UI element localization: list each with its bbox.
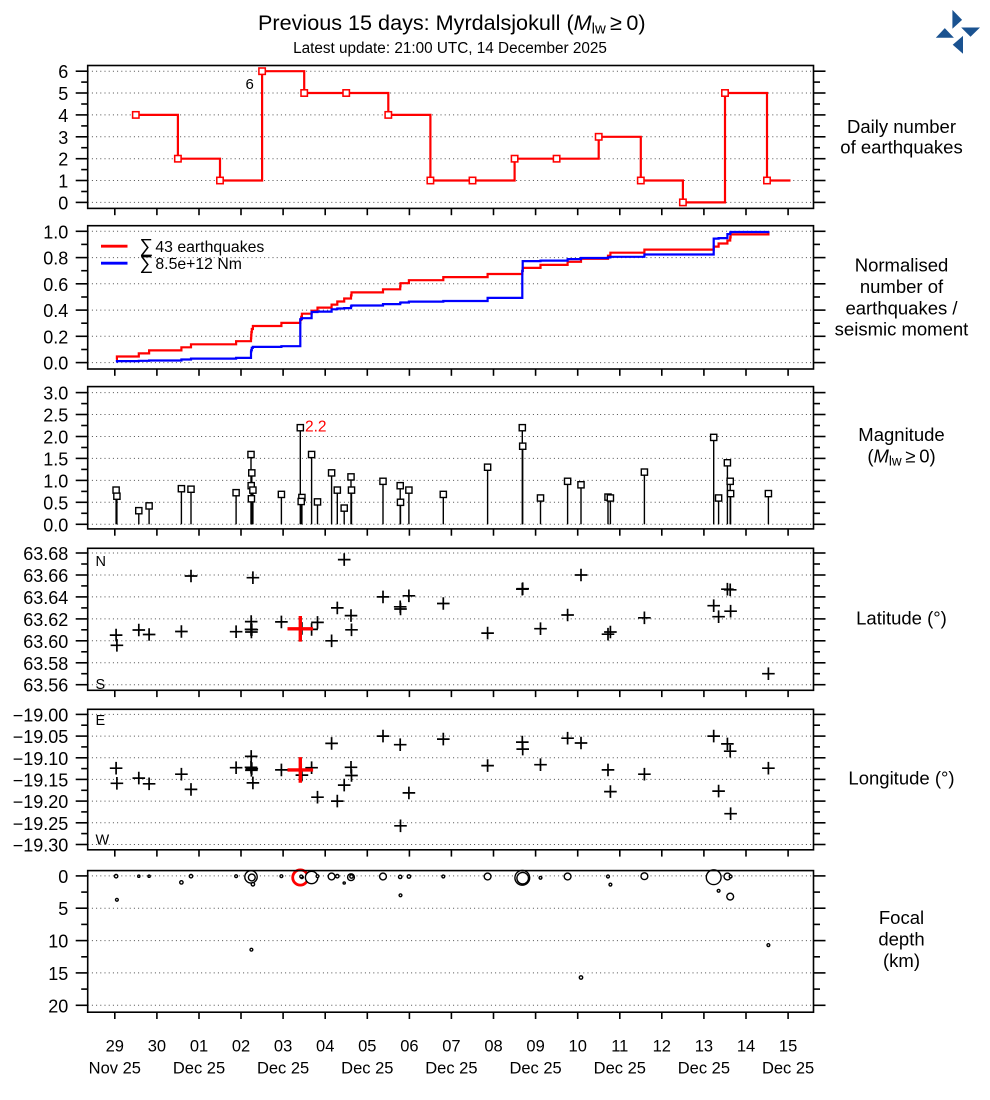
svg-text:−19.25: −19.25 [13,814,69,834]
svg-text:number of: number of [860,276,944,297]
svg-text:0.0: 0.0 [43,354,68,374]
svg-text:Dec 25: Dec 25 [678,1059,730,1077]
svg-text:13: 13 [695,1037,713,1055]
svg-text:(Mlw ≥ 0): (Mlw ≥ 0) [867,446,935,469]
svg-text:43 earthquakes: 43 earthquakes [155,239,264,256]
svg-text:Dec 25: Dec 25 [762,1059,814,1077]
svg-text:−19.20: −19.20 [13,792,69,812]
svg-text:5: 5 [58,899,68,919]
svg-text:−19.10: −19.10 [13,749,69,769]
svg-text:2: 2 [58,150,68,170]
svg-text:Dec 25: Dec 25 [173,1059,225,1077]
svg-text:(km): (km) [883,950,920,971]
svg-text:−19.05: −19.05 [13,727,69,747]
svg-text:Dec 25: Dec 25 [341,1059,393,1077]
svg-text:1.0: 1.0 [43,222,68,242]
svg-text:Dec 25: Dec 25 [594,1059,646,1077]
svg-text:63.64: 63.64 [23,588,68,608]
svg-text:03: 03 [274,1037,292,1055]
svg-text:15: 15 [779,1037,797,1055]
svg-text:2.5: 2.5 [43,406,68,426]
svg-text:seismic moment: seismic moment [835,319,969,340]
svg-text:2.2: 2.2 [305,419,327,436]
svg-text:Longitude (°): Longitude (°) [848,768,954,789]
svg-text:63.68: 63.68 [23,544,68,564]
svg-text:4: 4 [58,106,68,126]
svg-text:07: 07 [442,1037,460,1055]
svg-text:06: 06 [400,1037,418,1055]
svg-text:15: 15 [48,964,68,984]
svg-text:10: 10 [569,1037,587,1055]
svg-text:Latitude (°): Latitude (°) [856,608,947,629]
svg-text:01: 01 [190,1037,208,1055]
svg-text:63.60: 63.60 [23,632,68,652]
svg-text:N: N [96,554,106,570]
svg-text:10: 10 [48,932,68,952]
svg-text:04: 04 [316,1037,334,1055]
svg-text:Dec 25: Dec 25 [257,1059,309,1077]
svg-text:63.56: 63.56 [23,676,68,696]
svg-text:Previous 15 days: Myrdalsjokul: Previous 15 days: Myrdalsjokull (Mlw ≥ 0… [258,10,646,38]
svg-text:6: 6 [58,62,68,82]
svg-text:14: 14 [737,1037,755,1055]
svg-text:8.5e+12 Nm: 8.5e+12 Nm [155,256,242,273]
svg-text:3: 3 [58,128,68,148]
svg-text:11: 11 [611,1037,628,1055]
svg-text:09: 09 [526,1037,544,1055]
svg-text:2.0: 2.0 [43,428,68,448]
svg-text:63.58: 63.58 [23,654,68,674]
svg-text:1.5: 1.5 [43,449,68,469]
svg-text:Dec 25: Dec 25 [425,1059,477,1077]
svg-text:Magnitude: Magnitude [858,424,944,445]
svg-text:Focal: Focal [879,907,924,928]
svg-text:−19.15: −19.15 [13,770,69,790]
svg-text:0.6: 0.6 [43,275,68,295]
svg-text:Latest update: 21:00 UTC, 14 D: Latest update: 21:00 UTC, 14 December 20… [293,40,607,57]
svg-text:0.5: 0.5 [43,493,68,513]
svg-text:0: 0 [58,867,68,887]
svg-text:0.0: 0.0 [43,515,68,535]
svg-text:0.4: 0.4 [43,301,68,321]
svg-text:6: 6 [245,76,253,93]
svg-text:W: W [96,833,110,849]
svg-text:30: 30 [148,1037,166,1055]
svg-text:Nov 25: Nov 25 [89,1059,141,1077]
svg-text:Daily number: Daily number [847,116,956,137]
svg-text:earthquakes /: earthquakes / [845,297,958,318]
svg-text:20: 20 [48,996,68,1016]
svg-text:3.0: 3.0 [43,384,68,404]
svg-text:5: 5 [58,84,68,104]
svg-text:29: 29 [106,1037,124,1055]
svg-text:12: 12 [653,1037,671,1055]
svg-text:Normalised: Normalised [855,255,949,276]
svg-text:63.66: 63.66 [23,566,68,586]
svg-text:0: 0 [58,193,68,213]
svg-text:S: S [96,677,106,693]
svg-text:−19.00: −19.00 [13,705,69,725]
svg-text:05: 05 [358,1037,376,1055]
svg-text:depth: depth [878,929,924,950]
svg-text:08: 08 [484,1037,502,1055]
svg-text:1: 1 [58,172,68,192]
svg-text:−19.30: −19.30 [13,836,69,856]
svg-text:Dec 25: Dec 25 [509,1059,561,1077]
svg-text:∑: ∑ [140,253,154,274]
svg-text:E: E [96,713,106,729]
svg-text:0.8: 0.8 [43,249,68,269]
svg-text:63.62: 63.62 [23,610,68,630]
svg-text:02: 02 [232,1037,250,1055]
svg-text:1.0: 1.0 [43,471,68,491]
svg-text:0.2: 0.2 [43,327,68,347]
svg-text:∑: ∑ [140,236,154,257]
svg-text:of earthquakes: of earthquakes [840,136,962,157]
